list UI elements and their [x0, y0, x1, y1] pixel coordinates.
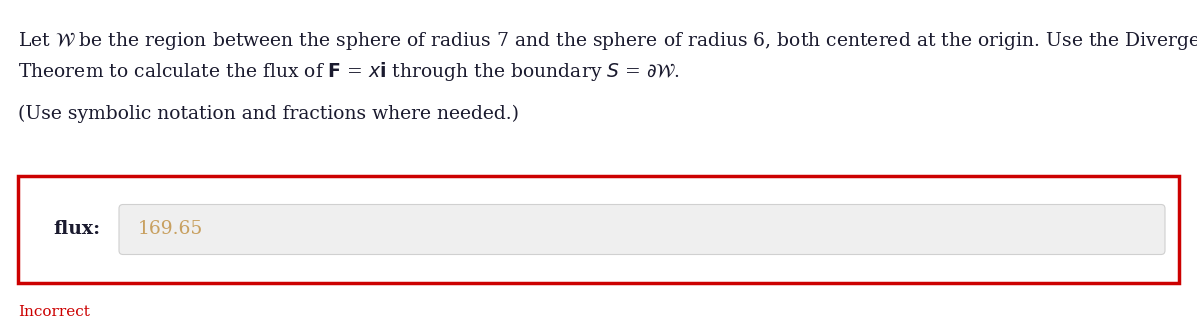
Text: Incorrect: Incorrect	[18, 305, 90, 319]
Text: Let $\mathcal{W}$ be the region between the sphere of radius 7 and the sphere of: Let $\mathcal{W}$ be the region between …	[18, 30, 1197, 52]
Text: flux:: flux:	[53, 221, 101, 239]
Text: (Use symbolic notation and fractions where needed.): (Use symbolic notation and fractions whe…	[18, 105, 519, 123]
FancyBboxPatch shape	[119, 204, 1165, 255]
Text: 169.65: 169.65	[138, 221, 203, 239]
FancyBboxPatch shape	[18, 176, 1179, 283]
Text: Theorem to calculate the flux of $\mathbf{F}$ = $x\mathbf{i}$ through the bounda: Theorem to calculate the flux of $\mathb…	[18, 60, 680, 83]
